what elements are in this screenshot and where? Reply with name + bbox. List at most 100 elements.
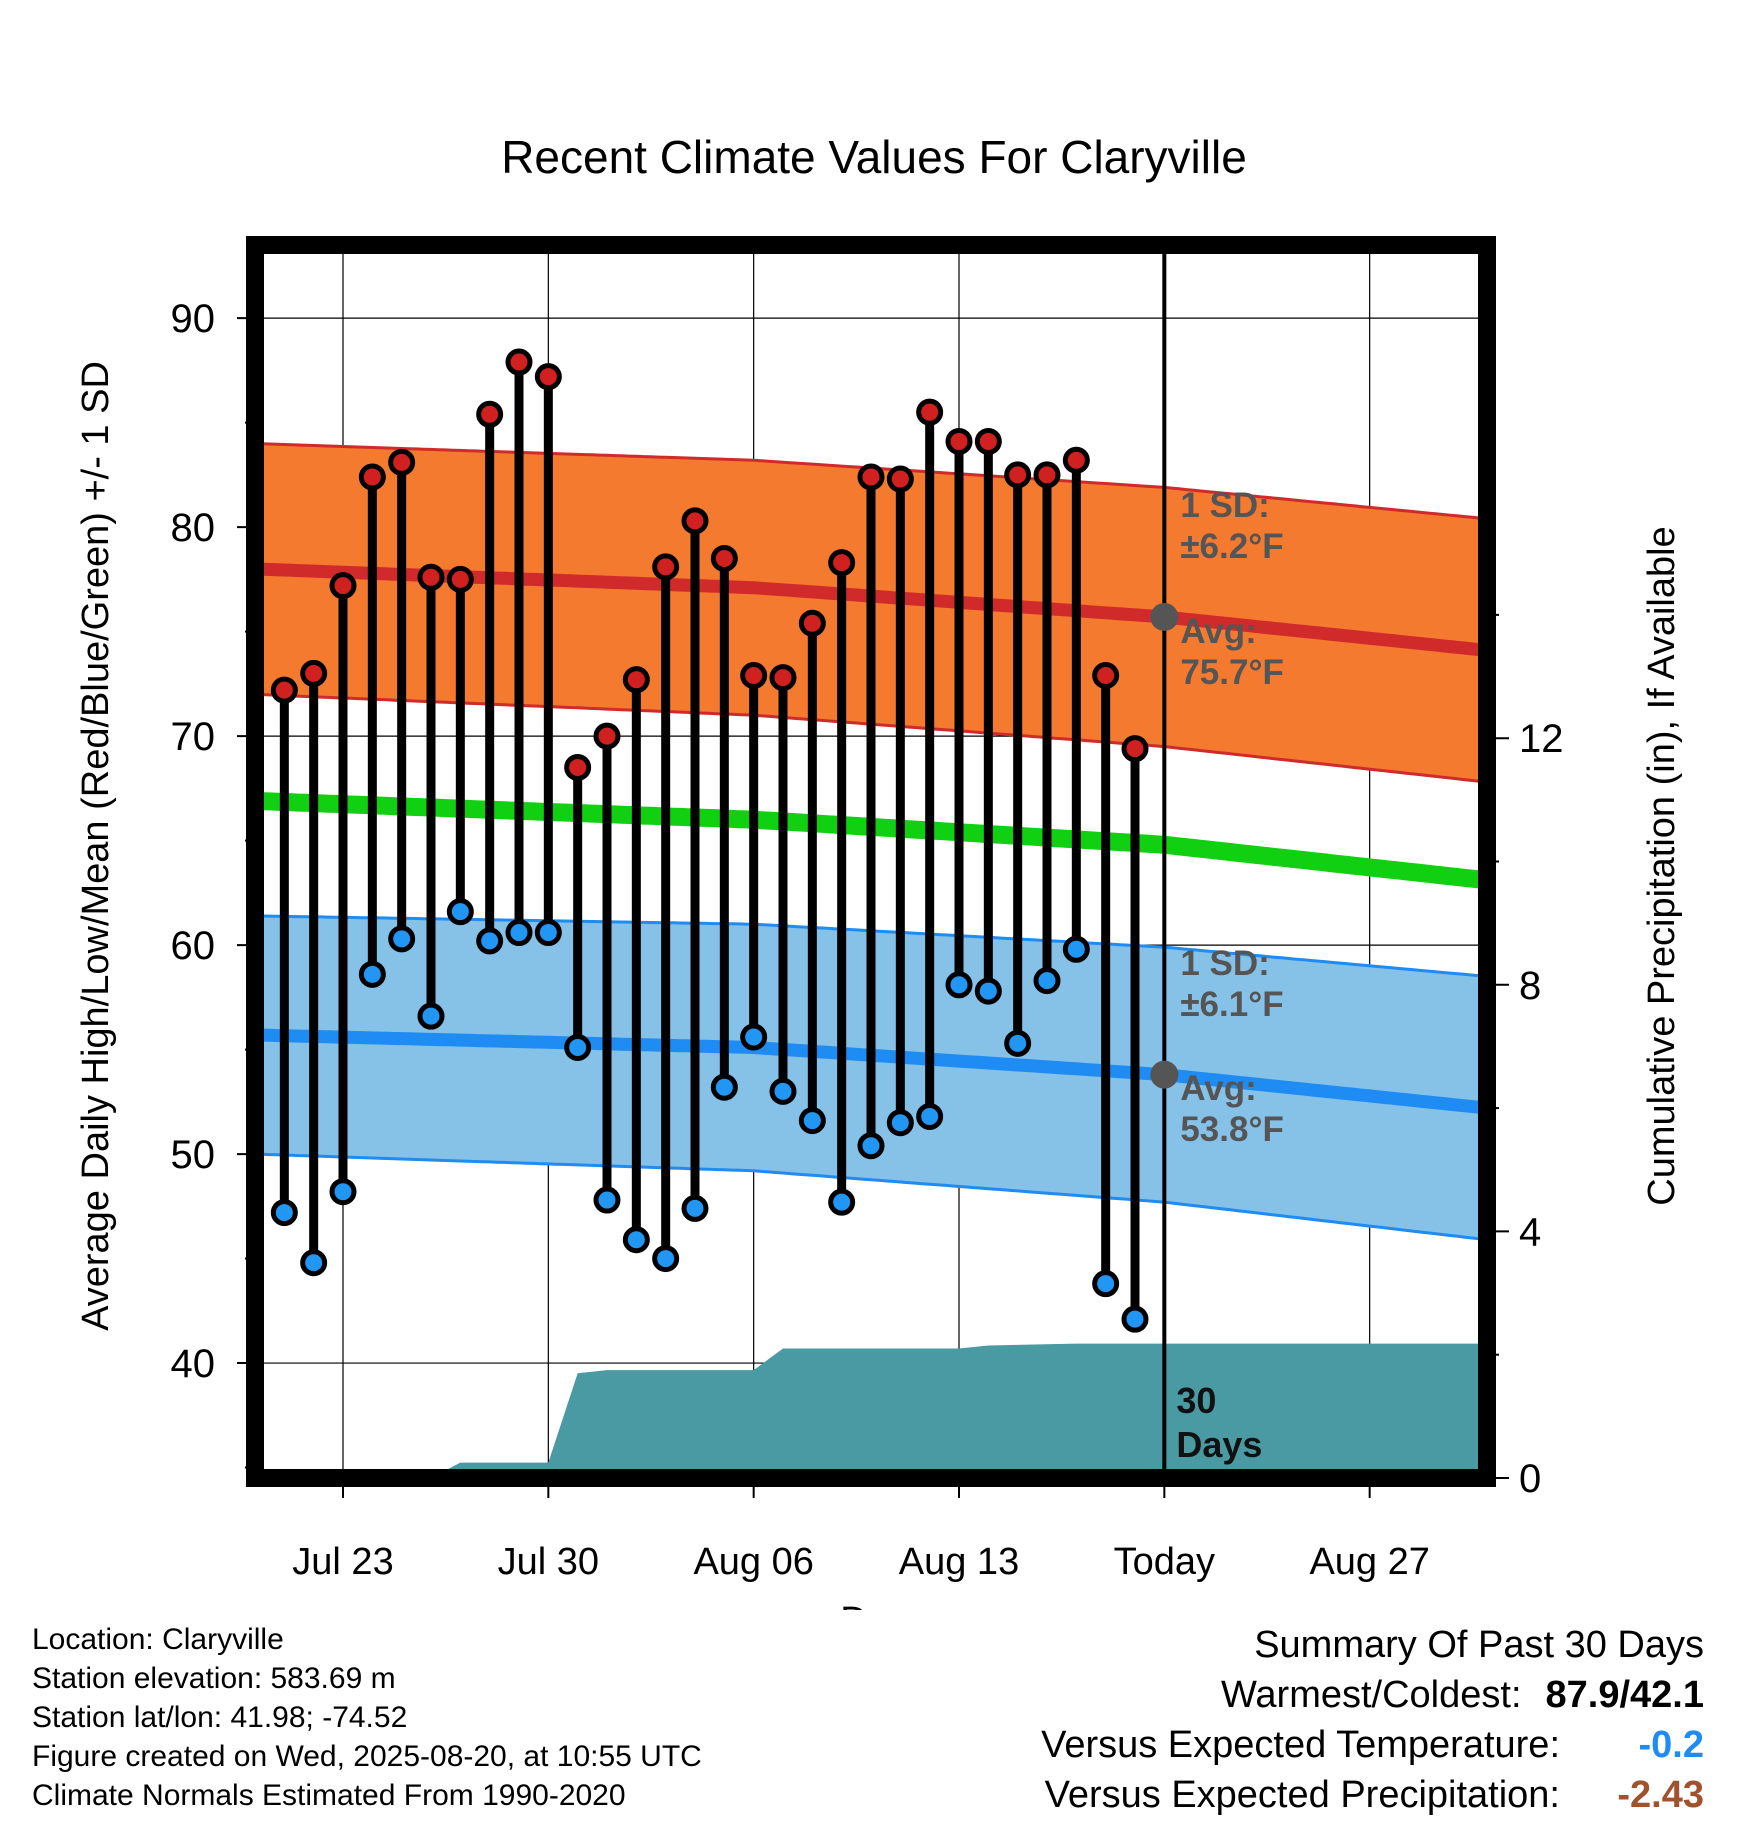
daily-low-point: [828, 1188, 856, 1216]
low-band-lower-edge: [254, 1152, 1488, 1242]
daily-low-point: [593, 1186, 621, 1214]
daily-high-point: [505, 348, 533, 376]
summary-panel: Summary Of Past 30 Days Warmest/Coldest:…: [1041, 1620, 1704, 1820]
y-axis-label: Average Daily High/Low/Mean (Red/Blue/Gr…: [75, 361, 117, 1331]
daily-high-point: [681, 507, 709, 535]
today-low-average-marker: [1150, 1060, 1179, 1089]
x-axis-label: Day: [840, 1600, 908, 1610]
daily-low-point: [1121, 1305, 1149, 1333]
y-tick-label: 80: [171, 506, 216, 550]
x-tick-label: Today: [1114, 1541, 1215, 1583]
daily-high-point: [564, 753, 592, 781]
warmest-coldest-row: Warmest/Coldest: 87.9/42.1: [1041, 1670, 1704, 1720]
daily-low-point: [446, 898, 474, 926]
y2-tick-label: 4: [1519, 1210, 1541, 1254]
daily-low-point: [769, 1077, 797, 1105]
y-tick-label: 60: [171, 924, 216, 968]
daily-low-point: [710, 1073, 738, 1101]
precipitation-area: [255, 1343, 1487, 1478]
daily-high-point: [358, 463, 386, 491]
high-average-annotation: 75.7°F: [1180, 653, 1284, 692]
latlon-text: Station lat/lon: 41.98; -74.52: [32, 1701, 408, 1734]
daily-low-point: [857, 1132, 885, 1160]
daily-high-point: [1121, 735, 1149, 763]
precip-days-annotation: Days: [1176, 1424, 1262, 1465]
daily-low-point: [329, 1178, 357, 1206]
daily-low-point: [1004, 1029, 1032, 1057]
created-text: Figure created on Wed, 2025-08-20, at 10…: [32, 1740, 702, 1773]
low-sd-annotation: ±6.1°F: [1180, 985, 1283, 1024]
summary-title: Summary Of Past 30 Days: [1254, 1624, 1704, 1666]
daily-low-point: [358, 960, 386, 988]
chart-title: Recent Climate Values For Claryville: [501, 131, 1247, 183]
daily-high-point: [710, 544, 738, 572]
x-tick-label: Aug 13: [899, 1541, 1019, 1583]
daily-low-point: [652, 1245, 680, 1273]
daily-high-point: [300, 659, 328, 687]
daily-low-point: [740, 1023, 768, 1051]
daily-high-point: [534, 363, 562, 391]
daily-low-point: [622, 1226, 650, 1254]
temp-anomaly-value: -0.2: [1638, 1724, 1704, 1766]
y-tick-label: 40: [171, 1342, 216, 1386]
daily-low-point: [300, 1249, 328, 1277]
y2-tick-label: 12: [1519, 717, 1564, 761]
daily-low-point: [476, 927, 504, 955]
daily-low-point: [886, 1109, 914, 1137]
daily-high-point: [1092, 662, 1120, 690]
x-tick-label: Jul 23: [292, 1541, 393, 1583]
y2-tick-label: 8: [1519, 964, 1541, 1008]
y-tick-label: 50: [171, 1133, 216, 1177]
today-high-average-marker: [1150, 602, 1179, 631]
normals-text: Climate Normals Estimated From 1990-2020: [32, 1779, 626, 1812]
daily-high-point: [329, 572, 357, 600]
daily-low-point: [798, 1107, 826, 1135]
daily-low-point: [945, 971, 973, 999]
daily-high-point: [798, 609, 826, 637]
location-text: Location: Claryville: [32, 1623, 284, 1656]
x-tick-label: Aug 06: [693, 1541, 813, 1583]
daily-high-point: [857, 463, 885, 491]
daily-low-point: [1033, 967, 1061, 995]
precip-anomaly-label: Versus Expected Precipitation:: [1044, 1774, 1560, 1816]
daily-low-point: [916, 1102, 944, 1130]
y-tick-label: 70: [171, 715, 216, 759]
daily-low-point: [505, 919, 533, 947]
warmest-coldest-value: 87.9/42.1: [1545, 1674, 1704, 1716]
daily-high-point: [828, 549, 856, 577]
daily-low-point: [974, 977, 1002, 1005]
daily-high-point: [974, 427, 1002, 455]
daily-high-point: [476, 400, 504, 428]
temp-anomaly-label: Versus Expected Temperature:: [1041, 1724, 1560, 1766]
daily-high-point: [1062, 446, 1090, 474]
daily-high-point: [945, 427, 973, 455]
daily-low-point: [564, 1033, 592, 1061]
daily-low-point: [1092, 1270, 1120, 1298]
axes: 40 50 60 70 80 90 0 4 8 12 Jul 23 Jul 30 Aug 06 Aug 1…: [171, 297, 1564, 1583]
y-tick-label: 90: [171, 297, 216, 341]
warmest-coldest-label: Warmest/Coldest:: [1220, 1674, 1522, 1716]
climate-chart: Recent Climate Values For Claryville 1 S…: [75, 131, 1683, 1610]
x-tick-label: Jul 30: [498, 1541, 599, 1583]
elevation-text: Station elevation: 583.69 m: [32, 1662, 396, 1695]
daily-high-point: [593, 722, 621, 750]
high-sd-annotation: ±6.2°F: [1180, 527, 1283, 566]
daily-high-point: [388, 448, 416, 476]
daily-high-point: [417, 563, 445, 591]
x-tick-label: Aug 27: [1309, 1541, 1429, 1583]
observed-values: [270, 348, 1149, 1333]
daily-low-point: [1062, 935, 1090, 963]
cumulative-precip-area: [255, 1343, 1487, 1478]
daily-high-point: [769, 664, 797, 692]
daily-high-point: [622, 666, 650, 694]
daily-low-point: [270, 1199, 298, 1227]
high-sd-annotation: 1 SD:: [1180, 486, 1269, 525]
daily-low-point: [417, 1002, 445, 1030]
daily-high-point: [740, 662, 768, 690]
daily-high-point: [916, 398, 944, 426]
daily-high-point: [446, 565, 474, 593]
daily-low-point: [534, 919, 562, 947]
daily-high-point: [1033, 461, 1061, 489]
station-info: Location: Claryville Station elevation: …: [32, 1620, 702, 1815]
